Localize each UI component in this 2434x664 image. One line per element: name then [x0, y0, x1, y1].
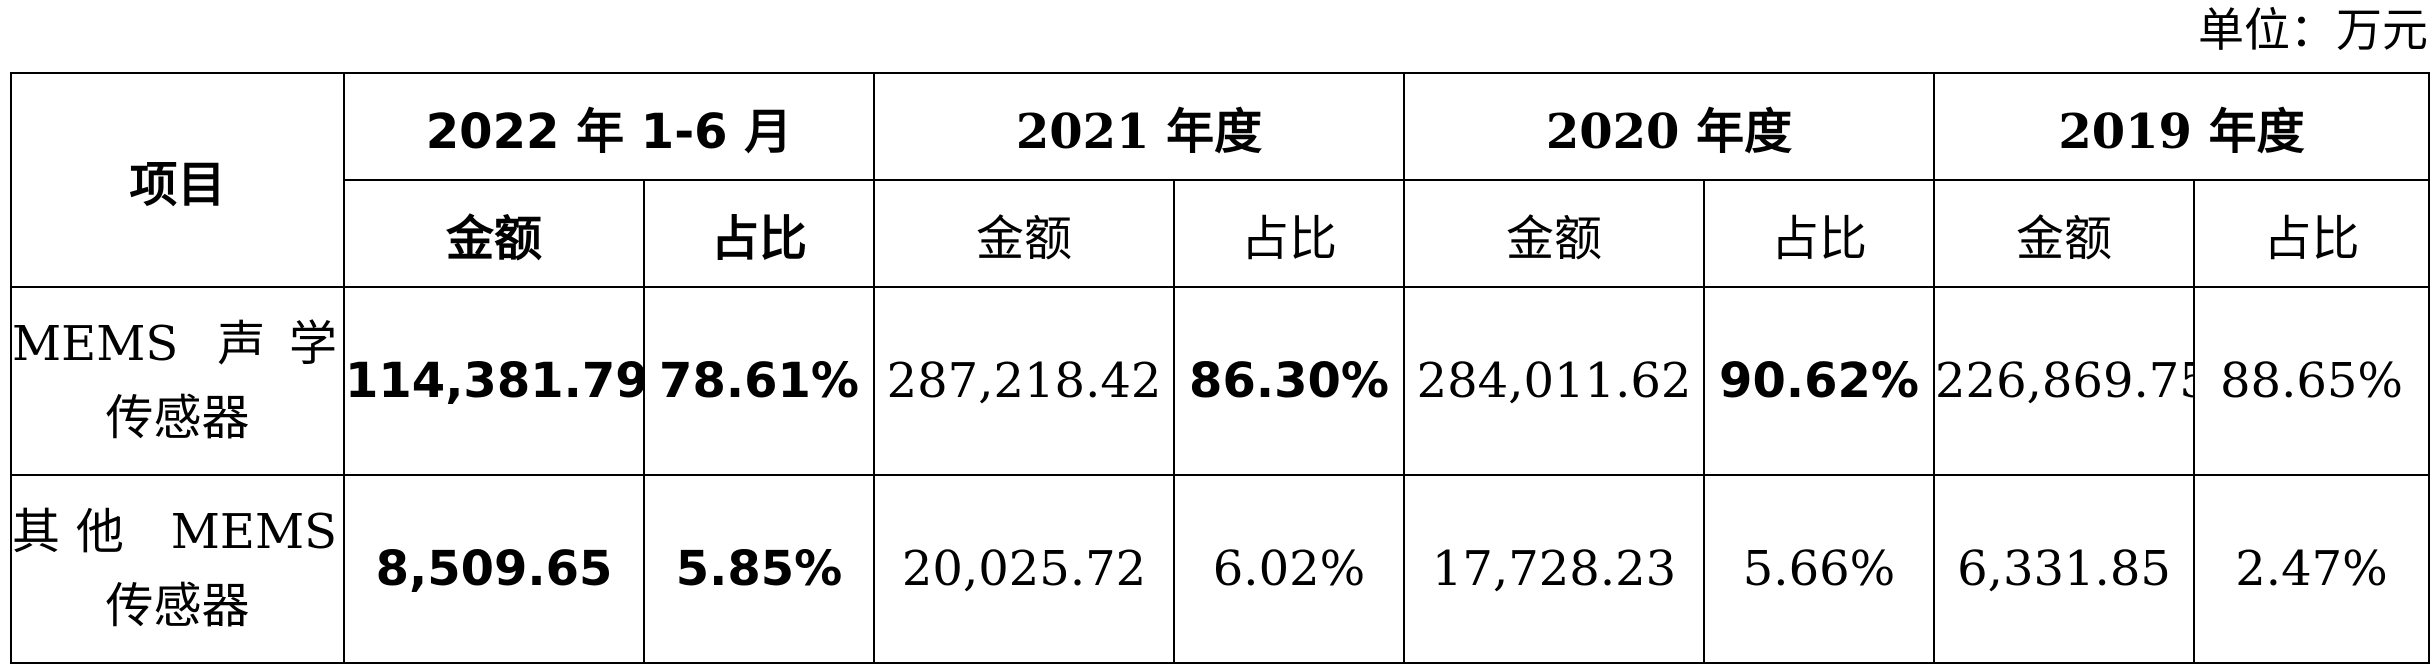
- row-item-other-mems: 其他 MEMS 传感器: [10, 474, 345, 664]
- cell-amount-2019: 6,331.85: [1933, 474, 2196, 664]
- row-item-line1: 其他 MEMS: [12, 504, 337, 560]
- cell-amount-2020: 17,728.23: [1403, 474, 1706, 664]
- cell-amount-2021: 287,218.42: [873, 286, 1176, 476]
- header-row-metrics: 金额 占比 金额 占比 金额 占比 金额 占比: [11, 179, 2431, 288]
- row-item-line2: 传感器: [105, 578, 250, 634]
- sales-table: 项目 2022 年 1-6 月 2021 年度 2020 年度 2019 年度 …: [10, 72, 2431, 664]
- header-period-2022h1: 2022 年 1-6 月: [342, 72, 876, 181]
- cell-amount-2022h1: 114,381.79: [343, 286, 645, 476]
- cell-amount-2022h1: 8,509.65: [343, 474, 645, 664]
- cell-ratio-2019: 88.65%: [2193, 286, 2431, 476]
- cell-ratio-2021: 6.02%: [1173, 474, 1406, 664]
- header-item: 项目: [10, 72, 345, 288]
- unit-label: 单位：万元: [2198, 3, 2428, 57]
- cell-ratio-2022h1: 78.61%: [642, 286, 876, 476]
- cell-amount-2021: 20,025.72: [873, 474, 1176, 664]
- cell-ratio-2020: 5.66%: [1703, 474, 1936, 664]
- header-amount-2020: 金额: [1403, 179, 1706, 288]
- cell-amount-2019: 226,869.75: [1933, 286, 2196, 476]
- header-ratio-2020: 占比: [1703, 179, 1936, 288]
- cell-ratio-2021: 86.30%: [1173, 286, 1406, 476]
- table-row: MEMS 声学 传感器 114,381.79 78.61% 287,218.42…: [10, 286, 2431, 476]
- cell-ratio-2022h1: 5.85%: [642, 474, 876, 664]
- row-item-line1: MEMS 声学: [12, 316, 337, 372]
- row-item-line2: 传感器: [105, 390, 250, 446]
- header-amount-2019: 金额: [1933, 179, 2196, 288]
- header-amount-2022h1: 金额: [343, 179, 645, 288]
- header-ratio-2022h1: 占比: [642, 179, 876, 288]
- header-row-periods: 项目 2022 年 1-6 月 2021 年度 2020 年度 2019 年度: [10, 72, 2431, 288]
- header-ratio-2021: 占比: [1173, 179, 1406, 288]
- header-period-2020: 2020 年度: [1403, 72, 1936, 181]
- header-ratio-2019: 占比: [2193, 179, 2431, 288]
- row-item-mems-acoustic: MEMS 声学 传感器: [10, 286, 345, 476]
- cell-amount-2020: 284,011.62: [1403, 286, 1706, 476]
- cell-ratio-2019: 2.47%: [2193, 474, 2431, 664]
- header-amount-2021: 金额: [873, 179, 1176, 288]
- table-row: 其他 MEMS 传感器 8,509.65 5.85% 20,025.72 6.0…: [10, 474, 2431, 664]
- header-period-2021: 2021 年度: [873, 72, 1406, 181]
- cell-ratio-2020: 90.62%: [1703, 286, 1936, 476]
- header-period-2019: 2019 年度: [1933, 72, 2431, 181]
